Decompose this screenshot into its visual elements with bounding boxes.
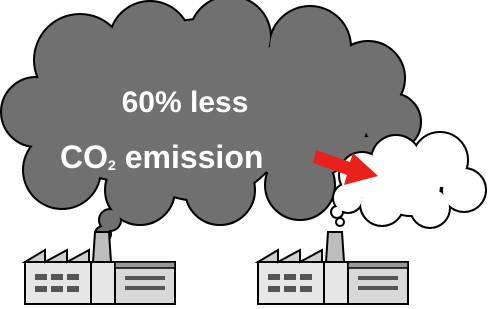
co2-main: CO bbox=[60, 139, 108, 175]
cloud-puff bbox=[443, 169, 485, 211]
page: {"headline": "60% less", "line2": {"main… bbox=[0, 0, 489, 309]
co2-line: CO2 emission bbox=[60, 139, 263, 175]
illustration: 60% less CO2 emission bbox=[0, 0, 489, 309]
cloud-puff bbox=[380, 155, 440, 215]
cloud-puff bbox=[337, 219, 343, 225]
co2-sub: 2 bbox=[108, 157, 116, 173]
factory-right bbox=[258, 232, 408, 304]
cloud-puff bbox=[332, 207, 342, 217]
headline: 60% less bbox=[122, 86, 249, 119]
co2-rest: emission bbox=[116, 139, 264, 175]
factory-left bbox=[25, 232, 175, 304]
